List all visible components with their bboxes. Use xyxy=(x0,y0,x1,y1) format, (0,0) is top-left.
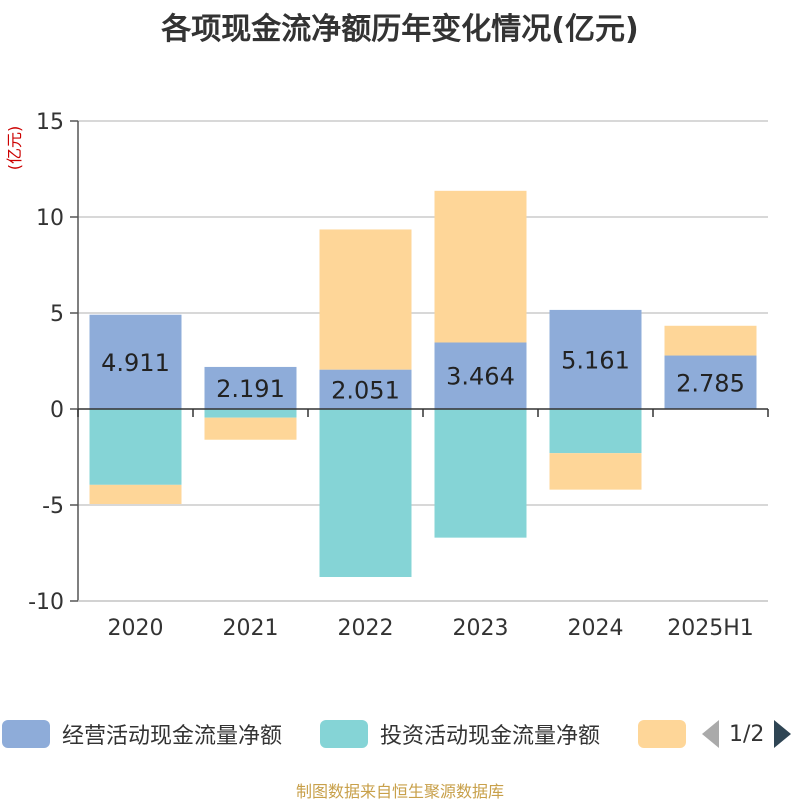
x-tick-label: 2021 xyxy=(223,616,279,641)
bar-series-0-2022[interactable] xyxy=(319,369,412,409)
axes: -10 -5 0 5 10 15 2020 2021 2022 2023 2024 2025H1 xyxy=(28,110,769,641)
bar-series-2-2023[interactable] xyxy=(434,190,527,343)
bar-series-2-2024[interactable] xyxy=(549,453,642,490)
legend-item-investing[interactable]: 投资活动现金流量净额 xyxy=(320,716,600,752)
legend-label-operating: 经营活动现金流量净额 xyxy=(62,724,283,749)
legend-item-operating[interactable]: 经营活动现金流量净额 xyxy=(2,716,282,752)
legend-page-indicator: 1/2 xyxy=(729,721,765,747)
data-label: 2.051 xyxy=(331,376,400,404)
data-label: 4.911 xyxy=(101,349,170,377)
bar-series-0-2024[interactable] xyxy=(549,309,642,409)
chart-plot: -10 -5 0 5 10 15 2020 2021 2022 2023 2024 2025H1 4.… xyxy=(5,110,769,641)
legend-item-financing[interactable] xyxy=(638,716,698,752)
data-label: 3.464 xyxy=(446,363,515,391)
y-tick-label: 0 xyxy=(50,398,64,423)
bar-series-1-2022[interactable] xyxy=(319,409,412,577)
next-page-icon[interactable] xyxy=(774,720,792,748)
data-labels: 4.911 2.191 2.051 3.464 5.161 2.785 xyxy=(101,346,745,404)
x-tick-label: 2024 xyxy=(568,616,624,641)
legend-swatch-operating xyxy=(2,720,50,748)
legend-pager: 1/2 xyxy=(702,716,792,752)
data-label: 5.161 xyxy=(561,346,630,374)
x-tick-label: 2023 xyxy=(453,616,509,641)
x-tick-label: 2022 xyxy=(338,616,394,641)
bar-series-1-2020[interactable] xyxy=(89,409,182,485)
bars xyxy=(89,190,757,577)
data-label: 2.785 xyxy=(676,369,745,397)
bar-series-0-2021[interactable] xyxy=(204,366,297,409)
chart-title: 各项现金流净额历年变化情况(亿元) xyxy=(161,12,639,47)
data-label: 2.191 xyxy=(216,375,285,403)
bar-series-0-2023[interactable] xyxy=(434,342,527,409)
bar-series-2-2022[interactable] xyxy=(319,229,412,370)
source-note: 制图数据来自恒生聚源数据库 xyxy=(295,782,504,801)
y-tick-label: 5 xyxy=(50,302,64,327)
y-axis-unit-label: (亿元) xyxy=(5,126,24,171)
y-tick-label: 15 xyxy=(36,110,64,135)
legend-swatch-investing xyxy=(320,720,368,748)
legend-label-investing: 投资活动现金流量净额 xyxy=(380,724,601,749)
prev-page-icon[interactable] xyxy=(702,720,719,748)
bar-series-0-2025H1[interactable] xyxy=(664,355,757,409)
x-tick-label: 2020 xyxy=(108,616,164,641)
bar-series-2-2025H1[interactable] xyxy=(664,325,757,356)
x-tick-label: 2025H1 xyxy=(667,616,754,641)
y-tick-label: -5 xyxy=(42,494,64,519)
legend: 经营活动现金流量净额 投资活动现金流量净额 1/2 xyxy=(0,716,800,756)
y-tick-label: -10 xyxy=(28,590,64,615)
y-tick-label: 10 xyxy=(36,206,64,231)
bar-series-1-2023[interactable] xyxy=(434,409,527,538)
bar-series-2-2020[interactable] xyxy=(89,484,182,505)
bar-series-1-2024[interactable] xyxy=(549,409,642,454)
bar-series-0-2020[interactable] xyxy=(89,314,182,409)
bar-series-2-2021[interactable] xyxy=(204,417,297,440)
legend-swatch-financing xyxy=(638,720,686,748)
bar-series-1-2021[interactable] xyxy=(204,409,297,418)
